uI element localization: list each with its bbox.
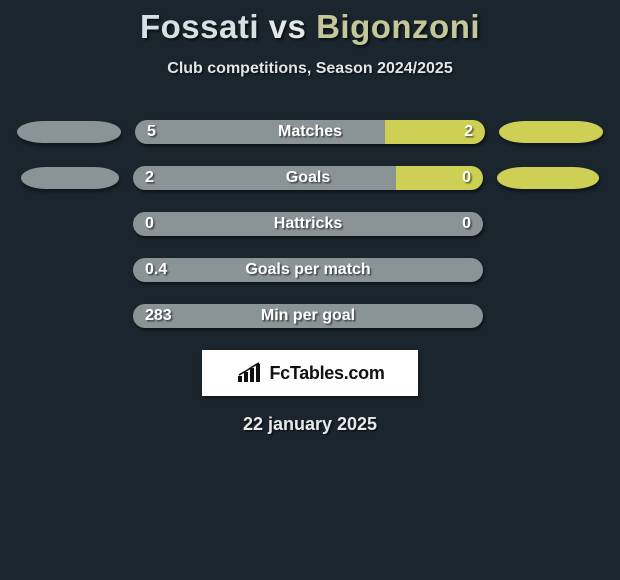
stat-row: Matches52	[0, 120, 620, 144]
stat-bar: Min per goal283	[133, 304, 483, 328]
stat-row: Hattricks00	[0, 212, 620, 236]
logo-text: FcTables.com	[269, 363, 384, 384]
stat-row: Goals20	[0, 166, 620, 190]
player2-pellet	[497, 167, 599, 189]
title-player2: Bigonzoni	[316, 8, 480, 45]
bar-segment-player1	[133, 258, 483, 282]
logo-plate: FcTables.com	[202, 350, 418, 396]
bar-segment-player2	[385, 120, 485, 144]
stat-row: Goals per match0.4	[0, 258, 620, 282]
stat-bar: Goals20	[133, 166, 483, 190]
stat-bar: Goals per match0.4	[133, 258, 483, 282]
date-label: 22 january 2025	[0, 414, 620, 435]
fctables-icon	[235, 362, 265, 384]
stat-bar: Hattricks00	[133, 212, 483, 236]
title-player1: Fossati	[140, 8, 259, 45]
title-vs: vs	[269, 8, 307, 45]
bar-segment-player1	[133, 212, 483, 236]
bar-segment-player2	[396, 166, 484, 190]
stat-row: Min per goal283	[0, 304, 620, 328]
stats-rows: Matches52 Goals20 Hattricks00 Goals per mat…	[0, 120, 620, 328]
page-title: Fossati vs Bigonzoni	[0, 0, 620, 46]
player2-pellet	[499, 121, 603, 143]
bar-segment-player1	[133, 304, 483, 328]
comparison-infographic: Fossati vs Bigonzoni Club competitions, …	[0, 0, 620, 580]
stat-bar: Matches52	[135, 120, 485, 144]
bar-segment-player1	[135, 120, 385, 144]
subtitle: Club competitions, Season 2024/2025	[0, 60, 620, 78]
player1-pellet	[17, 121, 121, 143]
bar-segment-player1	[133, 166, 396, 190]
player1-pellet	[21, 167, 119, 189]
